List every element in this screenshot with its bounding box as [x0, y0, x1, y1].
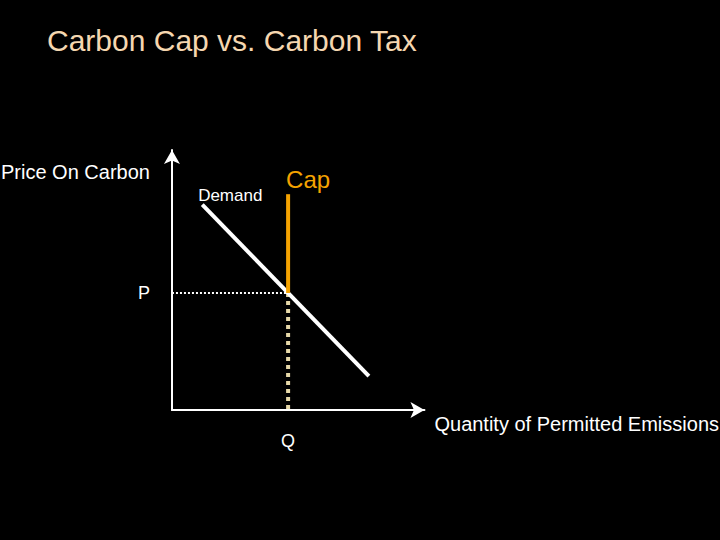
svg-text:Cap: Cap	[286, 166, 330, 193]
svg-text:Quantity of Permitted Emission: Quantity of Permitted Emissions	[434, 413, 719, 435]
svg-text:Carbon Cap vs. Carbon Tax: Carbon Cap vs. Carbon Tax	[47, 24, 417, 57]
svg-text:Demand: Demand	[198, 186, 262, 205]
svg-text:Q: Q	[281, 431, 295, 451]
svg-text:Price On Carbon: Price On Carbon	[1, 161, 150, 183]
svg-text:P: P	[138, 283, 150, 303]
